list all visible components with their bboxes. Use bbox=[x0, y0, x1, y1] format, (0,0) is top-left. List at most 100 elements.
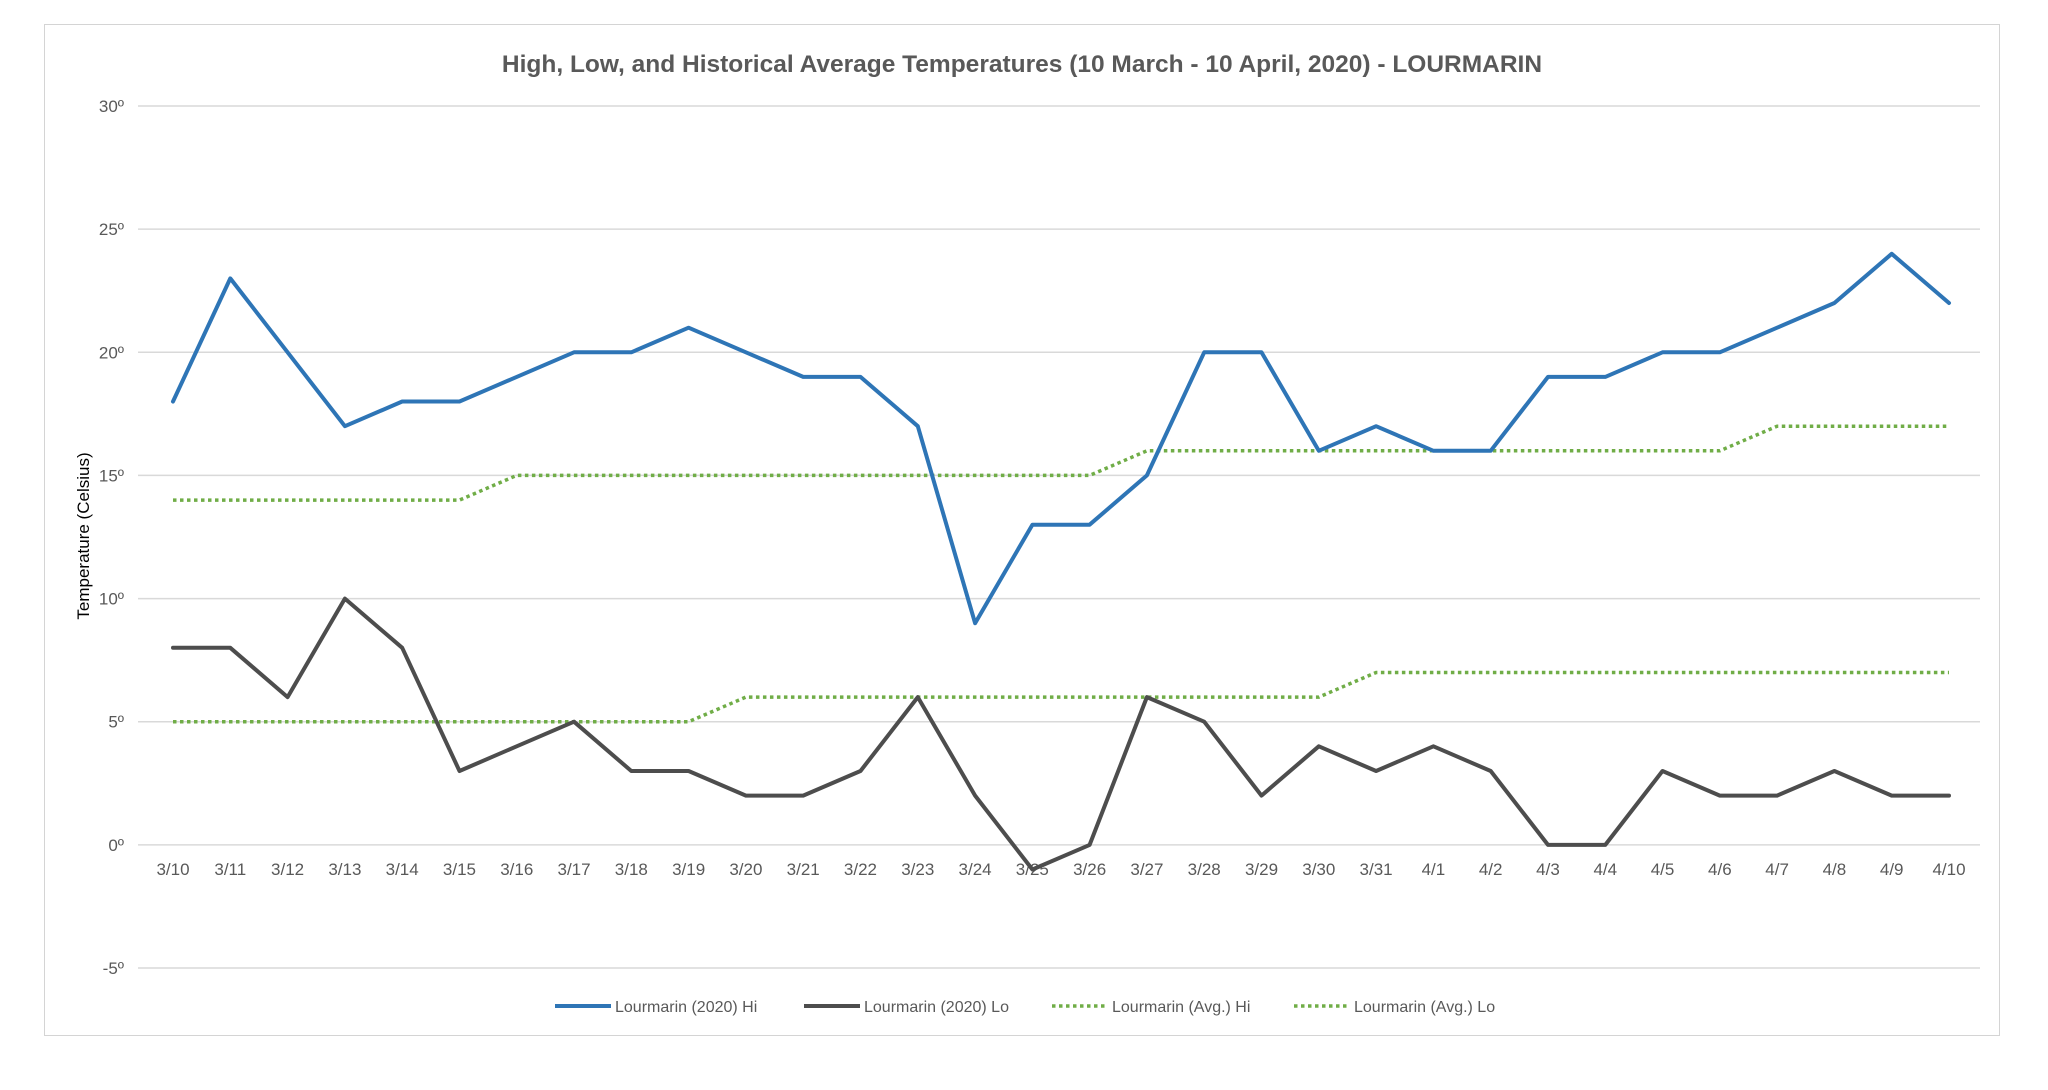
data-point bbox=[1718, 449, 1722, 453]
data-point bbox=[1202, 350, 1206, 354]
x-tick-label: 3/30 bbox=[1302, 860, 1335, 879]
data-point bbox=[515, 473, 519, 477]
data-point bbox=[1546, 449, 1550, 453]
data-point bbox=[228, 720, 232, 724]
legend: Lourmarin (2020) Hi Lourmarin (2020) Lo Lo… bbox=[555, 999, 1495, 1016]
data-point bbox=[171, 646, 175, 650]
data-point bbox=[1145, 695, 1149, 699]
x-tick-label: 3/19 bbox=[672, 860, 705, 879]
data-point bbox=[1489, 769, 1493, 773]
data-point bbox=[1603, 375, 1607, 379]
data-point bbox=[801, 695, 805, 699]
data-point bbox=[1431, 449, 1435, 453]
data-point bbox=[973, 621, 977, 625]
data-point bbox=[687, 473, 691, 477]
data-point bbox=[1374, 769, 1378, 773]
x-tick-label: 4/4 bbox=[1593, 860, 1617, 879]
data-point bbox=[1374, 424, 1378, 428]
y-axis-tick-labels: 30º 25º 20º 15º 10º 5º 0º -5º bbox=[99, 97, 124, 978]
series-line-0 bbox=[171, 251, 1951, 626]
data-point bbox=[1202, 695, 1206, 699]
x-tick-label: 3/20 bbox=[729, 860, 762, 879]
data-point bbox=[858, 375, 862, 379]
data-point bbox=[286, 720, 290, 724]
data-point bbox=[1832, 769, 1836, 773]
data-point bbox=[400, 646, 404, 650]
x-tick-label: 3/29 bbox=[1245, 860, 1278, 879]
y-tick-label: 25º bbox=[99, 220, 124, 239]
x-tick-label: 4/1 bbox=[1422, 860, 1446, 879]
legend-label: Lourmarin (Avg.) Hi bbox=[1112, 999, 1250, 1016]
x-tick-label: 4/3 bbox=[1536, 860, 1560, 879]
data-point bbox=[286, 498, 290, 502]
data-point bbox=[916, 695, 920, 699]
x-tick-label: 4/8 bbox=[1823, 860, 1847, 879]
data-point bbox=[1661, 449, 1665, 453]
data-point bbox=[687, 720, 691, 724]
data-point bbox=[1489, 449, 1493, 453]
data-point bbox=[1088, 843, 1092, 847]
data-point bbox=[1775, 326, 1779, 330]
data-point bbox=[1775, 424, 1779, 428]
x-tick-label: 3/24 bbox=[959, 860, 992, 879]
data-point bbox=[343, 720, 347, 724]
x-tick-label: 3/31 bbox=[1360, 860, 1393, 879]
data-point bbox=[228, 498, 232, 502]
data-point bbox=[572, 720, 576, 724]
data-point bbox=[515, 744, 519, 748]
data-point bbox=[1431, 670, 1435, 674]
x-tick-label: 4/10 bbox=[1932, 860, 1965, 879]
series-lines bbox=[171, 251, 1951, 872]
y-tick-label: 5º bbox=[108, 713, 124, 732]
data-point bbox=[1260, 794, 1264, 798]
data-point bbox=[1260, 350, 1264, 354]
data-point bbox=[1546, 375, 1550, 379]
data-point bbox=[457, 720, 461, 724]
data-point bbox=[1030, 523, 1034, 527]
data-point bbox=[687, 326, 691, 330]
data-point bbox=[1603, 843, 1607, 847]
y-tick-label: 20º bbox=[99, 343, 124, 362]
data-point bbox=[629, 769, 633, 773]
data-point bbox=[343, 597, 347, 601]
x-tick-label: 3/16 bbox=[500, 860, 533, 879]
data-point bbox=[973, 473, 977, 477]
data-point bbox=[858, 769, 862, 773]
data-point bbox=[916, 424, 920, 428]
data-point bbox=[1718, 670, 1722, 674]
data-point bbox=[973, 695, 977, 699]
data-point bbox=[744, 695, 748, 699]
data-point bbox=[343, 424, 347, 428]
data-point bbox=[1890, 252, 1894, 256]
data-point bbox=[1603, 670, 1607, 674]
data-point bbox=[1832, 424, 1836, 428]
x-tick-label: 3/28 bbox=[1188, 860, 1221, 879]
data-point bbox=[1546, 843, 1550, 847]
x-tick-label: 3/22 bbox=[844, 860, 877, 879]
x-tick-label: 3/14 bbox=[386, 860, 419, 879]
chart-frame bbox=[44, 24, 2000, 1036]
data-point bbox=[1890, 794, 1894, 798]
data-point bbox=[1317, 744, 1321, 748]
data-point bbox=[1260, 695, 1264, 699]
data-point bbox=[1374, 670, 1378, 674]
y-tick-label: 15º bbox=[99, 466, 124, 485]
data-point bbox=[457, 400, 461, 404]
series-line-2 bbox=[173, 424, 1949, 502]
x-tick-label: 3/15 bbox=[443, 860, 476, 879]
data-point bbox=[171, 498, 175, 502]
y-tick-label: 0º bbox=[108, 836, 124, 855]
data-point bbox=[744, 794, 748, 798]
data-point bbox=[1947, 794, 1951, 798]
legend-label: Lourmarin (Avg.) Lo bbox=[1354, 999, 1495, 1016]
data-point bbox=[1030, 695, 1034, 699]
data-point bbox=[400, 720, 404, 724]
data-point bbox=[1030, 473, 1034, 477]
x-tick-label: 4/9 bbox=[1880, 860, 1904, 879]
data-point bbox=[1947, 670, 1951, 674]
data-point bbox=[286, 695, 290, 699]
data-point bbox=[1718, 794, 1722, 798]
data-point bbox=[1775, 794, 1779, 798]
data-point bbox=[744, 473, 748, 477]
